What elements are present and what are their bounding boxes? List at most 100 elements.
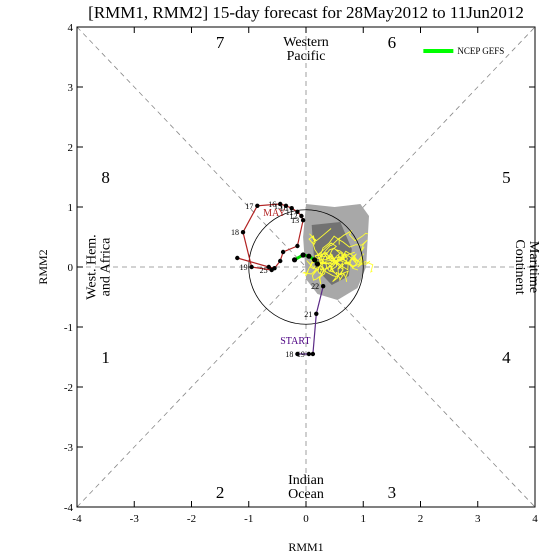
- ensemble-mean-point: [314, 261, 321, 267]
- observed-path-red-point: [295, 209, 300, 214]
- region-label-top-line-1: Western: [283, 35, 329, 50]
- ensemble-mean: [291, 252, 321, 267]
- observed-path-red-day-label: 16: [268, 200, 276, 209]
- ensemble-member-line: [314, 250, 365, 265]
- observed-path-red-point: [272, 266, 277, 271]
- ensemble-mean-point: [291, 257, 298, 263]
- phase-number-label: 1: [101, 348, 110, 367]
- observed-path-red-point: [280, 249, 286, 255]
- observed-path-red-day-label: 17: [245, 202, 253, 211]
- phase-number-label: 7: [216, 33, 225, 52]
- phase-number-label: 8: [101, 168, 110, 187]
- ensemble-mean-point: [300, 252, 306, 258]
- y-tick-label: 0: [68, 262, 74, 274]
- observed-path-red-day-label: 13: [291, 216, 299, 225]
- observed-path-red-day-label: 15: [274, 202, 282, 211]
- phase-number-label: 5: [502, 168, 511, 187]
- region-label-right-line-1: Maritime: [526, 241, 541, 293]
- observed-path-red-point: [278, 258, 283, 264]
- observed-path-purple-point: [314, 311, 319, 316]
- x-tick-label: -1: [244, 513, 253, 525]
- region-label-top-line-2: Pacific: [287, 49, 326, 64]
- diagonal-guide: [76, 26, 536, 508]
- observed-path-red-day-label: 12: [289, 212, 297, 221]
- observed-path-purple-point: [306, 351, 312, 357]
- x-tick-label: 3: [475, 513, 481, 525]
- y-tick-label: -2: [64, 382, 73, 394]
- start-annotation: START: [280, 336, 310, 347]
- legend: NCEP GEFS: [423, 46, 504, 56]
- region-label-bottom-line-2: Ocean: [288, 487, 324, 502]
- y-tick-label: -1: [64, 322, 73, 334]
- observed-path-red-point: [278, 201, 283, 207]
- y-tick-label: 4: [68, 22, 74, 34]
- observed-path-red-line: [237, 203, 304, 271]
- phase-number-label: 2: [216, 483, 225, 502]
- observed-path-purple-day-label: 21: [304, 310, 312, 319]
- observed-path-red-day-label: 18: [231, 228, 239, 237]
- ensemble-member-line: [318, 229, 369, 259]
- ensemble-mean-point: [306, 253, 312, 259]
- region-label-right-line-2: Continent: [512, 239, 527, 294]
- observed-path-red-point: [266, 264, 271, 270]
- x-tick-label: 1: [361, 513, 367, 525]
- x-tick-label: 2: [418, 513, 424, 525]
- ensemble-member-line: [314, 235, 368, 257]
- ensemble-mean-point: [311, 257, 318, 263]
- observed-path-purple-point: [295, 351, 300, 357]
- observed-path-red-point: [295, 243, 300, 249]
- observed-path-purple-day-label: 19: [297, 350, 305, 359]
- x-axis-label: RMM1: [288, 540, 323, 554]
- observed-path-red-point: [235, 255, 240, 261]
- phase-number-label: 3: [388, 483, 397, 502]
- observed-path-red-point: [299, 213, 304, 219]
- observed-path-red-day-label: 19: [240, 263, 248, 272]
- region-label-bottom-line-1: Indian: [288, 473, 324, 488]
- observed-path-red-point: [255, 203, 260, 208]
- x-tick-label: 4: [532, 513, 538, 525]
- ensemble-member-line: [319, 251, 357, 264]
- ensemble-member-line: [321, 261, 349, 278]
- legend-label: NCEP GEFS: [457, 46, 504, 56]
- y-axis-label: RMM2: [36, 249, 50, 284]
- observed-path-red-day-label: 11: [286, 208, 294, 217]
- observed-path-purple-point: [320, 284, 326, 289]
- x-tick-label: -3: [130, 513, 140, 525]
- y-tick-label: -3: [64, 442, 74, 454]
- x-tick-label: -4: [72, 513, 82, 525]
- month-annotation: MAY: [263, 208, 285, 219]
- region-label-right: Maritime Continent: [512, 239, 541, 294]
- ensemble-member-line: [311, 258, 325, 281]
- ensemble-member-line: [320, 253, 374, 273]
- diagonal-guide: [76, 26, 536, 508]
- y-tick-label: 3: [68, 82, 74, 94]
- observed-path-purple-point: [310, 351, 316, 357]
- region-label-left-line-2: and Africa: [98, 237, 113, 296]
- x-tick-label: 0: [303, 513, 309, 525]
- y-tick-label: -4: [64, 502, 74, 514]
- observed-path-red-point: [289, 206, 294, 211]
- ensemble-members: [301, 228, 374, 285]
- observed-path-red-day-label: 10: [280, 204, 288, 213]
- region-label-bottom: Indian Ocean: [288, 473, 324, 502]
- y-tick-label: 2: [68, 142, 74, 154]
- region-label-top: Western Pacific: [283, 35, 329, 64]
- observed-path-purple-day-label: 22: [311, 282, 319, 291]
- region-label-left-line-1: West. Hem.: [84, 234, 99, 299]
- ensemble-member-line: [308, 228, 332, 256]
- observed-path-purple-day-label: 18: [285, 350, 293, 359]
- x-tick-label: -2: [187, 513, 196, 525]
- phase-number-label: 6: [388, 33, 397, 52]
- y-tick-label: 1: [68, 202, 74, 214]
- observed-path-red-day-label: 25: [260, 266, 268, 275]
- observed-path-red-point: [240, 230, 246, 235]
- observed-path-red-point: [249, 264, 254, 270]
- amplitude-one-circle: [248, 209, 364, 325]
- chart-title: [RMM1, RMM2] 15-day forecast for 28May20…: [88, 3, 524, 22]
- phase-number-label: 4: [502, 348, 511, 367]
